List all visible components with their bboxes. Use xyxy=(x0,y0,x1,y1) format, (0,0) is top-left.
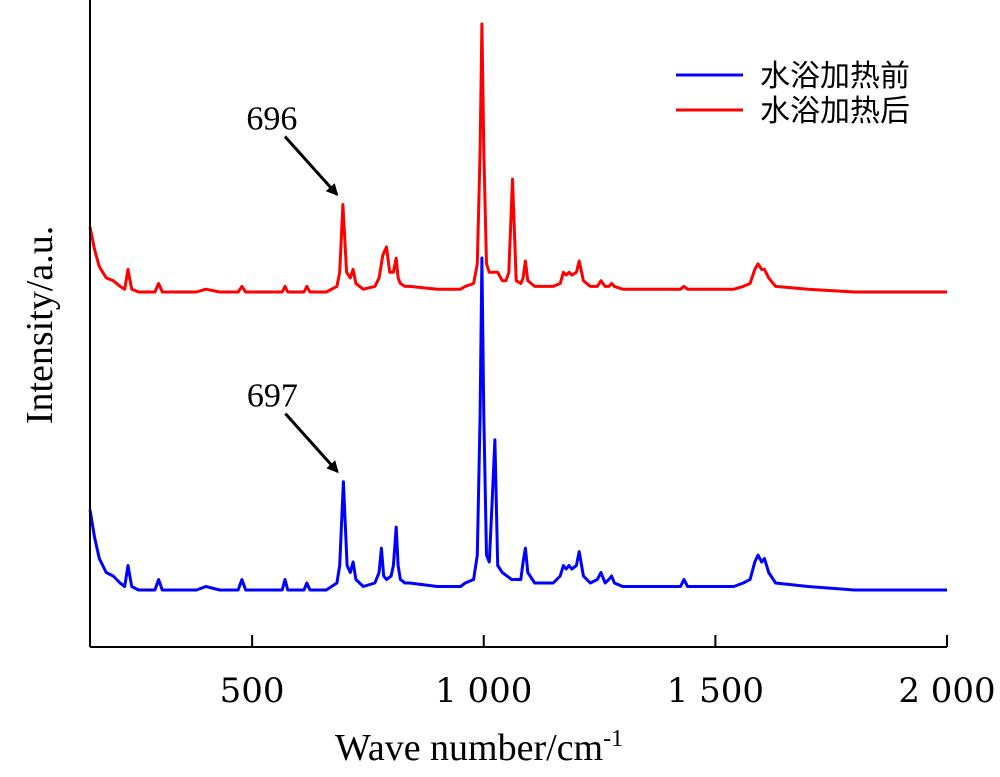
x-tick-label: 1 000 xyxy=(435,671,532,711)
x-ticks: 500 1 000 1 500 2 000 xyxy=(220,635,996,711)
x-tick-label: 2 000 xyxy=(898,671,995,711)
series-line-0 xyxy=(88,256,947,592)
x-axis-title-main: Wave number/cm xyxy=(335,727,603,769)
series-lines xyxy=(88,22,947,592)
annotation-label-1: 697 xyxy=(247,378,298,415)
legend-label-before: 水浴加热前 xyxy=(760,59,910,94)
legend: 水浴加热前 水浴加热后 xyxy=(676,59,910,129)
y-axis-title: Intensity/a.u. xyxy=(19,226,61,424)
series-line-1 xyxy=(88,22,947,294)
annotation-arrow-1 xyxy=(284,412,339,474)
x-axis-title: Wave number/cm-1 xyxy=(335,726,623,769)
peak-annotations: 696 697 xyxy=(246,101,339,474)
annotation-label-0: 696 xyxy=(246,101,297,138)
x-tick-label: 500 xyxy=(220,671,285,711)
annotation-arrow-0 xyxy=(283,135,339,197)
x-tick-label: 1 500 xyxy=(667,671,764,711)
x-axis-title-superscript: -1 xyxy=(603,726,623,752)
legend-label-after: 水浴加热后 xyxy=(760,94,910,129)
